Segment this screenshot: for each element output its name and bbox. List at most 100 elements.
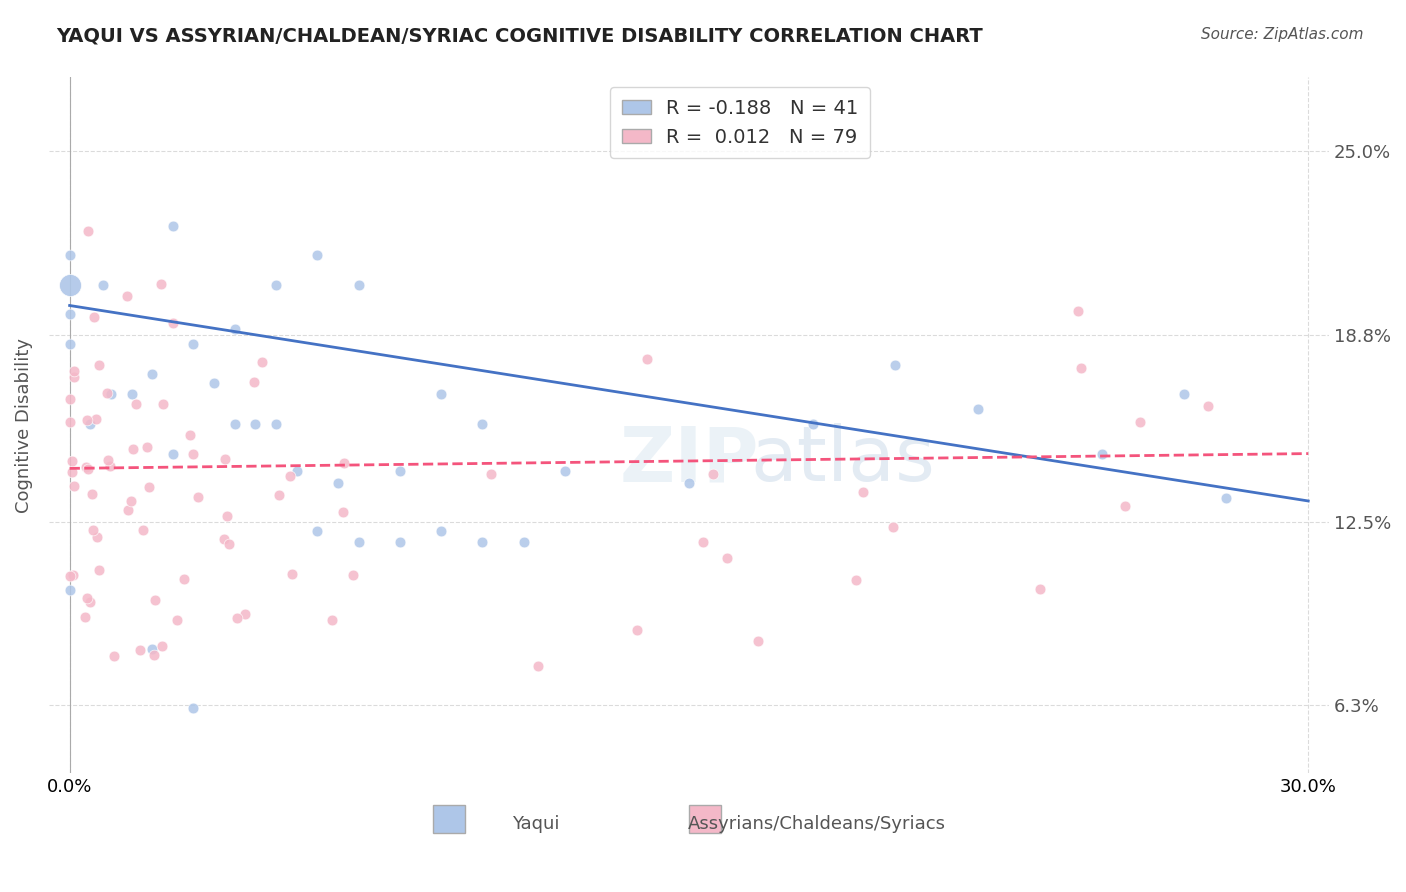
Point (967, 402, 990, 417)
Point (152, 397, 174, 411)
Point (76, 462, 98, 476)
Point (121, 387, 143, 401)
Point (150, 277, 173, 292)
Point (135, 440, 157, 454)
Point (716, 551, 738, 566)
Point (471, 535, 494, 549)
Point (1067, 304, 1090, 318)
Point (183, 337, 205, 351)
Point (63, 369, 86, 384)
Point (1091, 447, 1114, 461)
Point (84, 411, 107, 425)
Point (60, 465, 83, 479)
Text: Source: ZipAtlas.com: Source: ZipAtlas.com (1201, 27, 1364, 42)
Point (59, 307, 82, 321)
Point (75, 460, 97, 475)
Point (141, 367, 163, 381)
Point (129, 643, 152, 657)
Point (162, 447, 184, 461)
Point (83, 310, 105, 325)
Point (187, 490, 209, 504)
Point (59, 248, 82, 262)
Point (285, 464, 308, 478)
Point (122, 442, 145, 456)
Point (62, 479, 84, 493)
Point (73, 610, 96, 624)
Point (138, 480, 160, 494)
Point (554, 464, 576, 478)
Point (267, 488, 290, 502)
Point (162, 316, 184, 330)
Point (233, 607, 256, 621)
Point (76, 412, 98, 426)
Point (59, 337, 82, 351)
Point (150, 639, 173, 653)
Point (86, 530, 108, 544)
Point (218, 537, 240, 551)
Point (243, 375, 266, 389)
Point (702, 467, 724, 481)
Point (89, 564, 111, 578)
Point (224, 417, 246, 431)
Point (141, 642, 163, 657)
Point (173, 572, 195, 586)
Point (224, 322, 246, 336)
Point (87, 358, 110, 372)
Text: ZIP: ZIP (619, 423, 759, 497)
Point (852, 485, 875, 500)
Point (59, 392, 82, 407)
Point (513, 535, 536, 549)
Point (59, 568, 82, 582)
Point (1114, 499, 1136, 513)
Point (884, 358, 907, 372)
Point (79, 595, 101, 609)
Legend: R = -0.188   N = 41, R =  0.012   N = 79: R = -0.188 N = 41, R = 0.012 N = 79 (610, 87, 870, 158)
Point (1197, 399, 1219, 413)
Point (747, 634, 769, 648)
Point (626, 623, 648, 637)
Text: atlas: atlas (749, 423, 935, 497)
Point (214, 452, 236, 467)
Point (347, 277, 370, 292)
Point (226, 611, 249, 625)
Point (59, 415, 82, 429)
Point (125, 397, 148, 411)
Point (430, 524, 453, 538)
Point (845, 574, 868, 588)
Point (333, 456, 356, 470)
Point (332, 505, 354, 519)
Point (1173, 387, 1195, 401)
Point (1129, 415, 1152, 429)
Point (96, 385, 118, 400)
Point (801, 417, 824, 431)
Y-axis label: Cognitive Disability: Cognitive Disability (15, 338, 32, 513)
Point (388, 535, 411, 549)
Point (98, 458, 121, 473)
Point (142, 648, 165, 662)
Point (388, 464, 411, 478)
Point (100, 387, 122, 401)
FancyBboxPatch shape (689, 805, 721, 832)
Point (120, 493, 142, 508)
Point (307, 248, 329, 262)
Point (1029, 582, 1052, 597)
Point (117, 503, 139, 517)
Point (252, 355, 274, 369)
Text: Yaqui: Yaqui (512, 815, 560, 833)
Point (692, 535, 714, 549)
Point (281, 567, 304, 582)
Point (342, 568, 364, 582)
Point (80, 487, 103, 501)
Point (115, 289, 138, 303)
Text: Assyrians/Chaldeans/Syriacs: Assyrians/Chaldeans/Syriacs (688, 815, 946, 833)
Point (91, 277, 114, 292)
Point (527, 658, 550, 673)
Point (143, 593, 166, 607)
Point (264, 277, 287, 292)
Point (1215, 491, 1237, 505)
Point (62, 568, 84, 582)
Point (77, 223, 100, 237)
Point (1070, 360, 1092, 375)
Point (481, 467, 503, 481)
Point (183, 701, 205, 715)
